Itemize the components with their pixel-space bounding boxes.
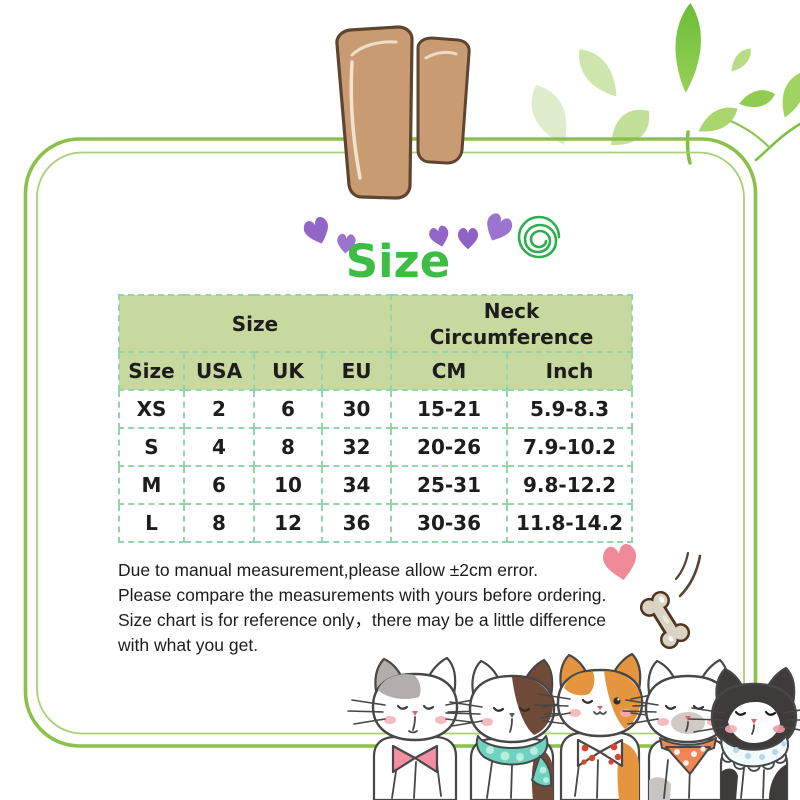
table-row-xs: XS 2 6 30 15-21 5.9-8.3 (118, 389, 634, 429)
cell: XS (118, 389, 185, 429)
cat-blue-collar (688, 666, 800, 800)
wooden-clip (335, 25, 471, 200)
table-row-l: L 8 12 36 30-36 11.8-14.2 (118, 503, 634, 543)
disclaimer-text: Due to manual measurement,please allow ±… (118, 558, 663, 658)
cell: 4 (183, 427, 255, 467)
table-row-s: S 4 8 32 20-26 7.9-10.2 (118, 427, 634, 467)
cartoon-cats (347, 652, 800, 800)
disclaimer-line: Please compare the measurements with you… (118, 585, 607, 605)
col-header-size: Size (118, 351, 185, 391)
cell: 2 (183, 389, 255, 429)
pink-heart-doodle (602, 544, 637, 580)
group-header-size: Size (117, 294, 393, 353)
cell: 12 (253, 503, 323, 543)
cell: 11.8-14.2 (506, 503, 634, 543)
col-header-inch: Inch (506, 351, 634, 391)
column-header-row: Size USA UK EU CM Inch (118, 351, 634, 391)
cell: 20-26 (390, 427, 509, 467)
cell: 6 (183, 465, 255, 505)
cell: 5.9-8.3 (506, 389, 634, 429)
col-header-cm: CM (390, 351, 509, 391)
cell: 30 (320, 389, 393, 429)
cell: 6 (253, 389, 323, 429)
cell: 32 (320, 427, 393, 467)
cell: 36 (320, 503, 393, 543)
col-header-usa: USA (183, 351, 255, 391)
cell: 8 (183, 503, 255, 543)
disclaimer-line: with what you get. (118, 635, 259, 655)
cat-teal-scarf (445, 658, 579, 800)
heart-doodles (303, 213, 513, 254)
cat-orange-bandana (622, 658, 755, 800)
bone-icon (639, 590, 691, 650)
group-header-neck: Neck Circumference (390, 294, 634, 353)
cell: 10 (253, 465, 323, 505)
col-header-uk: UK (253, 351, 323, 391)
cat-pink-bow (347, 656, 483, 800)
cell: 15-21 (390, 389, 509, 429)
cell: 7.9-10.2 (506, 427, 634, 467)
cell: S (118, 427, 185, 467)
group-header-row: Size Neck Circumference (117, 294, 634, 353)
cell: L (118, 503, 185, 543)
disclaimer-line: Due to manual measurement,please allow ±… (118, 560, 539, 580)
cell: 34 (320, 465, 393, 505)
spiral-icon (517, 215, 561, 259)
cell: 30-36 (390, 503, 509, 543)
disclaimer-line: Size chart is for reference only，there m… (118, 610, 606, 630)
size-chart-table: Size Neck Circumference Size USA UK EU C… (117, 294, 634, 543)
table-row-m: M 6 10 34 25-31 9.8-12.2 (118, 465, 634, 505)
cell: M (118, 465, 185, 505)
cell: 9.8-12.2 (506, 465, 634, 505)
leaf-cluster (531, 3, 800, 165)
cell: 25-31 (390, 465, 509, 505)
cell: 8 (253, 427, 323, 467)
cat-red-bow (534, 652, 667, 800)
motion-lines (674, 551, 702, 598)
col-header-eu: EU (320, 351, 393, 391)
